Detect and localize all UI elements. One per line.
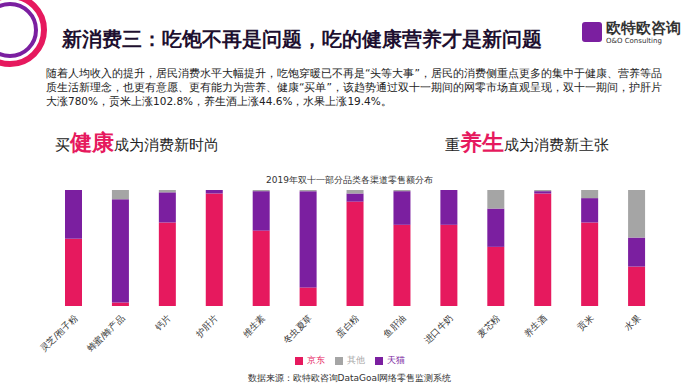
- svg-text:维生素: 维生素: [241, 313, 267, 339]
- html-text:天猫: 天猫: [387, 355, 405, 365]
- html-text:2019年双十一部分品类各渠道零售额分布: 2019年双十一部分品类各渠道零售额分布: [266, 175, 433, 185]
- svg-text:冬虫夏草: 冬虫夏草: [281, 313, 314, 346]
- svg-text:钙片: 钙片: [153, 313, 174, 334]
- svg-text:进口牛奶: 进口牛奶: [422, 313, 455, 346]
- svg-text:护肝片: 护肝片: [193, 313, 220, 340]
- html-text:随着人均收入的提升，居民消费水平大幅提升，吃饱穿暖已不再是“: 随着人均收入的提升，居民消费水平大幅提升，吃饱穿暖已不再是“头等大事”，居民的消…: [46, 67, 662, 107]
- html-text:重养生成为消费新主张: 重养生成为消费新主张: [445, 130, 609, 155]
- html-text:O&O Consulting: O&O Consulting: [606, 37, 662, 45]
- svg-text:水果: 水果: [623, 313, 643, 333]
- svg-text:蜂蜜/蜂产品: 蜂蜜/蜂产品: [85, 313, 126, 354]
- html-text:数据来源：欧特欧咨询DataGoal网络零售监测系统: 数据来源：欧特欧咨询DataGoal网络零售监测系统: [247, 373, 452, 383]
- html-text:新消费三：吃饱不再是问题，吃的健康营养才是新问题: 新消费三：吃饱不再是问题，吃的健康营养才是新问题: [62, 27, 542, 51]
- html-text:欧特欧咨询: 欧特欧咨询: [606, 19, 681, 37]
- html-text:京东: 京东: [307, 355, 325, 365]
- svg-text:灵芝/孢子粉: 灵芝/孢子粉: [38, 313, 79, 354]
- svg-text:蛋白粉: 蛋白粉: [335, 313, 361, 339]
- svg-text:鱼肝油: 鱼肝油: [382, 313, 408, 339]
- svg-text:贡米: 贡米: [576, 313, 596, 333]
- html-text:其他: 其他: [347, 355, 365, 365]
- svg-text:麦芯粉: 麦芯粉: [476, 313, 502, 339]
- html-text:买健康成为消费新时尚: 买健康成为消费新时尚: [55, 130, 219, 155]
- svg-text:养生酒: 养生酒: [522, 313, 548, 339]
